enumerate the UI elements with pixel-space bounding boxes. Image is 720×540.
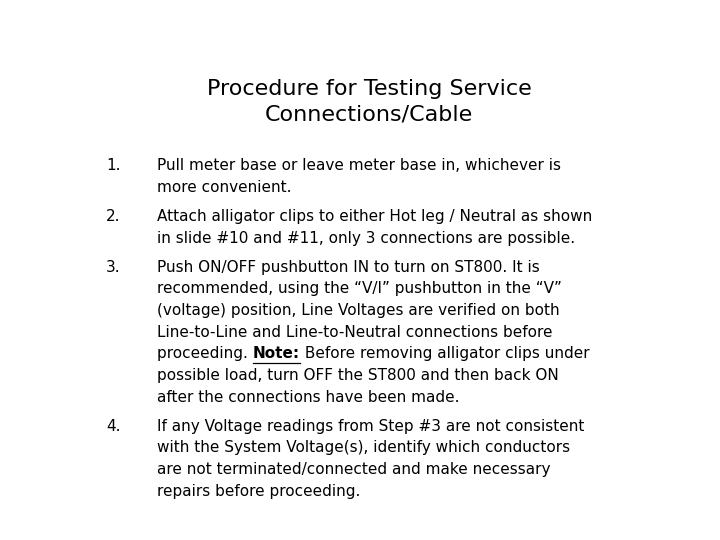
Text: Line-to-Line and Line-to-Neutral connections before: Line-to-Line and Line-to-Neutral connect… bbox=[157, 325, 552, 340]
Text: Before removing alligator clips under: Before removing alligator clips under bbox=[300, 346, 590, 361]
Text: proceeding.: proceeding. bbox=[157, 346, 253, 361]
Text: recommended, using the “V/I” pushbutton in the “V”: recommended, using the “V/I” pushbutton … bbox=[157, 281, 562, 296]
Text: Pull meter base or leave meter base in, whichever is: Pull meter base or leave meter base in, … bbox=[157, 158, 561, 173]
Text: more convenient.: more convenient. bbox=[157, 180, 292, 195]
Text: 2.: 2. bbox=[106, 209, 121, 224]
Text: possible load, turn OFF the ST800 and then back ON: possible load, turn OFF the ST800 and th… bbox=[157, 368, 559, 383]
Text: in slide #10 and #11, only 3 connections are possible.: in slide #10 and #11, only 3 connections… bbox=[157, 231, 575, 246]
Text: with the System Voltage(s), identify which conductors: with the System Voltage(s), identify whi… bbox=[157, 440, 570, 455]
Text: Attach alligator clips to either Hot leg / Neutral as shown: Attach alligator clips to either Hot leg… bbox=[157, 209, 593, 224]
Text: 3.: 3. bbox=[106, 260, 121, 275]
Text: 1.: 1. bbox=[106, 158, 121, 173]
Text: repairs before proceeding.: repairs before proceeding. bbox=[157, 483, 360, 498]
Text: Procedure for Testing Service
Connections/Cable: Procedure for Testing Service Connection… bbox=[207, 79, 531, 124]
Text: Push ON/OFF pushbutton IN to turn on ST800. It is: Push ON/OFF pushbutton IN to turn on ST8… bbox=[157, 260, 540, 275]
Text: (voltage) position, Line Voltages are verified on both: (voltage) position, Line Voltages are ve… bbox=[157, 303, 559, 318]
Text: Note:: Note: bbox=[253, 346, 300, 361]
Text: after the connections have been made.: after the connections have been made. bbox=[157, 389, 459, 404]
Text: If any Voltage readings from Step #3 are not consistent: If any Voltage readings from Step #3 are… bbox=[157, 418, 585, 434]
Text: 4.: 4. bbox=[106, 418, 121, 434]
Text: are not terminated/connected and make necessary: are not terminated/connected and make ne… bbox=[157, 462, 551, 477]
